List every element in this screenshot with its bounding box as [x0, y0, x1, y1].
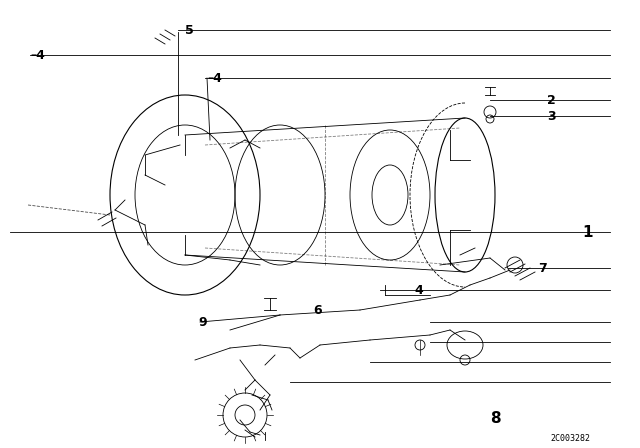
Text: 3: 3 — [547, 109, 556, 122]
Text: 9: 9 — [198, 315, 207, 328]
Text: 6: 6 — [313, 303, 322, 316]
Text: 8: 8 — [490, 410, 500, 426]
Text: 4: 4 — [414, 284, 423, 297]
Text: 2C003282: 2C003282 — [550, 434, 590, 443]
Text: –4: –4 — [207, 72, 222, 85]
Text: 7: 7 — [538, 262, 547, 275]
Text: 2: 2 — [547, 94, 556, 107]
Text: –4: –4 — [30, 48, 45, 61]
Text: 1: 1 — [582, 224, 593, 240]
Text: 5: 5 — [185, 23, 194, 36]
